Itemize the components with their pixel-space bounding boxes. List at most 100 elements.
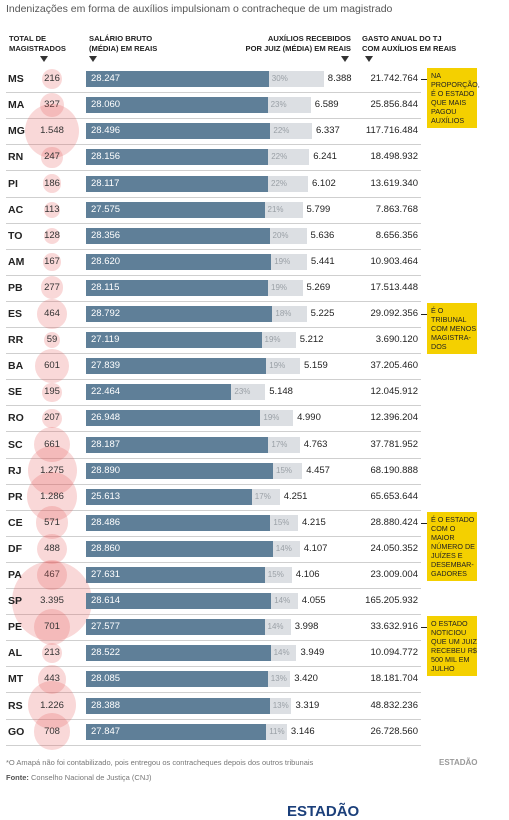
gasto-value: 12.045.912 bbox=[370, 386, 418, 398]
state-label: DF bbox=[8, 542, 22, 555]
auxilio-percent: 22% bbox=[273, 126, 290, 136]
magistrados-value: 186 bbox=[44, 177, 60, 189]
annotation-connector bbox=[421, 313, 427, 315]
auxilio-value: 4.251 bbox=[283, 490, 308, 502]
auxilio-bar bbox=[268, 149, 310, 166]
row-separator bbox=[6, 744, 421, 746]
magistrados-value: 1.275 bbox=[40, 464, 64, 476]
auxilio-bar bbox=[268, 175, 308, 192]
state-label: PA bbox=[8, 569, 22, 581]
auxilio-percent: 11% bbox=[269, 726, 285, 736]
magistrados-value: 1.286 bbox=[40, 490, 64, 502]
row-separator bbox=[6, 640, 421, 642]
auxilio-percent: 30% bbox=[271, 74, 288, 83]
gasto-value: 10.094.772 bbox=[370, 647, 418, 659]
salary-value: 26.948 bbox=[91, 412, 121, 424]
magistrados-bubble bbox=[42, 174, 62, 193]
magistrados-value: 488 bbox=[44, 542, 60, 554]
magistrados-value: 1.548 bbox=[40, 125, 64, 137]
auxilio-percent: 20% bbox=[272, 230, 289, 240]
salary-value: 22.464 bbox=[91, 386, 121, 398]
salary-bar bbox=[86, 332, 262, 349]
auxilio-value: 4.763 bbox=[303, 438, 328, 450]
auxilio-value: 5.441 bbox=[310, 255, 335, 267]
row-separator bbox=[6, 353, 421, 355]
salary-bar bbox=[86, 567, 265, 583]
salary-bar bbox=[86, 410, 261, 427]
auxilio-percent: 14% bbox=[274, 596, 291, 605]
auxilio-percent: 15% bbox=[267, 570, 284, 579]
gasto-value: 26.728.560 bbox=[370, 725, 418, 737]
header-auxilios-line1: AUXÍLIOS RECEBIDOS bbox=[267, 34, 351, 43]
row-separator bbox=[6, 144, 421, 146]
auxilio-value: 5.269 bbox=[306, 281, 331, 293]
state-label: AL bbox=[8, 647, 22, 660]
salary-bar bbox=[86, 358, 267, 375]
magistrados-value: 128 bbox=[44, 229, 60, 241]
auxilio-value: 4.106 bbox=[295, 569, 320, 580]
auxilio-value: 6.102 bbox=[312, 177, 336, 189]
gasto-value: 7.863.768 bbox=[375, 203, 418, 215]
salary-bar bbox=[86, 97, 268, 114]
auxilio-bar bbox=[261, 332, 296, 349]
state-label: GO bbox=[8, 725, 25, 738]
state-label: SP bbox=[8, 595, 23, 607]
auxilio-bar bbox=[231, 384, 266, 401]
auxilio-percent: 19% bbox=[269, 361, 286, 371]
auxilio-bar bbox=[268, 71, 324, 87]
auxilio-value: 5.636 bbox=[310, 229, 335, 241]
salary-bar bbox=[86, 279, 268, 296]
salary-bar bbox=[86, 71, 269, 87]
auxilio-percent: 13% bbox=[270, 674, 287, 684]
auxilio-bar bbox=[268, 279, 303, 296]
auxilio-bar bbox=[273, 462, 303, 479]
magistrados-bubble bbox=[27, 472, 77, 522]
magistrados-bubble bbox=[28, 681, 77, 730]
row-separator bbox=[6, 222, 421, 224]
magistrados-value: 59 bbox=[46, 334, 58, 346]
magistrados-value: 327 bbox=[44, 99, 60, 111]
magistrados-bubble bbox=[41, 69, 63, 90]
row-separator bbox=[6, 196, 421, 198]
magistrados-value: 113 bbox=[44, 203, 60, 215]
row-separator bbox=[6, 248, 421, 250]
state-label: SC bbox=[8, 438, 23, 451]
state-label: PE bbox=[8, 621, 23, 634]
magistrados-value: 207 bbox=[44, 412, 60, 424]
gasto-value: 12.396.204 bbox=[370, 412, 418, 424]
gasto-value: 23.009.004 bbox=[370, 569, 418, 580]
magistrados-bubble bbox=[37, 664, 67, 694]
gasto-value: 165.205.932 bbox=[365, 595, 418, 606]
magistrados-bubble bbox=[42, 643, 62, 664]
auxilio-percent: 15% bbox=[273, 517, 290, 527]
gasto-value: 17.513.448 bbox=[370, 281, 418, 293]
salary-bar bbox=[86, 123, 271, 140]
salary-bar bbox=[86, 201, 265, 218]
auxilio-percent: 22% bbox=[271, 152, 288, 162]
magistrados-bubble bbox=[39, 92, 65, 118]
row-separator bbox=[6, 614, 421, 616]
header-salario-line1: SALÁRIO BRUTO bbox=[89, 34, 153, 43]
header-salario: SALÁRIO BRUTO (MÉDIA) EM REAIS bbox=[89, 34, 157, 54]
auxilio-percent: 13% bbox=[272, 700, 289, 710]
header-magistrados-line1: TOTAL DE bbox=[9, 34, 47, 43]
salary-bar bbox=[86, 305, 273, 322]
header-magistrados-arrow-icon bbox=[40, 56, 48, 62]
gasto-value: 18.181.704 bbox=[370, 673, 418, 685]
magistrados-bubble bbox=[25, 104, 79, 159]
magistrados-value: 213 bbox=[44, 647, 60, 659]
gasto-value: 117.716.484 bbox=[365, 125, 418, 137]
auxilio-bar bbox=[270, 123, 312, 140]
auxilio-bar bbox=[268, 436, 300, 453]
salary-value: 28.388 bbox=[91, 699, 121, 711]
annotation-note: É O ESTADO COM O MAIOR NÚMERO DE JUÍZES … bbox=[427, 511, 477, 581]
auxilio-value: 3.319 bbox=[295, 699, 320, 711]
header-auxilios-line2: POR JUIZ (MÉDIA) EM REAIS bbox=[245, 44, 351, 53]
auxilio-bar bbox=[266, 723, 287, 740]
auxilio-value: 5.159 bbox=[304, 360, 328, 372]
salary-value: 27.847 bbox=[91, 725, 121, 737]
auxilio-value: 4.107 bbox=[303, 542, 328, 554]
magistrados-bubble bbox=[12, 561, 92, 641]
state-label: MT bbox=[8, 673, 24, 686]
magistrados-bubble bbox=[44, 227, 60, 244]
